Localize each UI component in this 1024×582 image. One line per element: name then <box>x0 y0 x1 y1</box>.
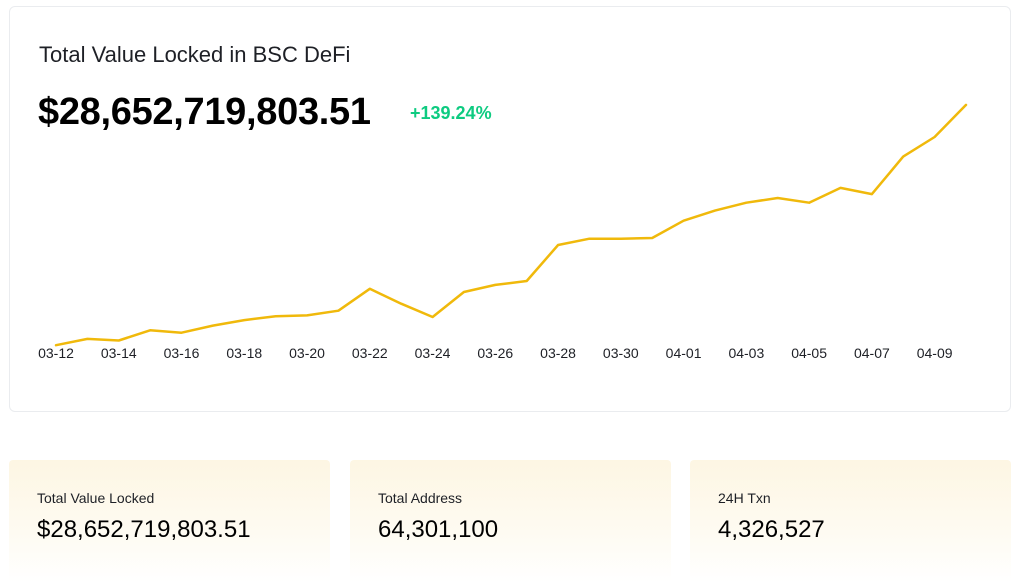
data-point-04-09[interactable] <box>929 131 941 143</box>
data-point-03-22[interactable] <box>364 283 376 295</box>
tvl-change-badge: +139.24% <box>410 103 492 123</box>
x-tick-label: 04-09 <box>917 345 953 361</box>
x-tick-label: 03-14 <box>101 345 137 361</box>
data-point-03-23[interactable] <box>395 298 407 310</box>
x-tick-label: 03-12 <box>38 345 74 361</box>
data-point-03-14[interactable] <box>113 334 125 346</box>
x-tick-label: 04-07 <box>854 345 890 361</box>
x-tick-label: 03-16 <box>164 345 200 361</box>
stat-card-tvl: Total Value Locked $28,652,719,803.51 <box>9 460 330 582</box>
data-point-03-21[interactable] <box>332 305 344 317</box>
x-tick-label: 03-22 <box>352 345 388 361</box>
stat-value-tvl: $28,652,719,803.51 <box>37 516 251 543</box>
tvl-line-chart[interactable]: 03-12 03-14 03-16 03-18 03-20 03-22 03-24 03-26… <box>10 7 1012 413</box>
data-point-03-30[interactable] <box>615 233 627 245</box>
data-point-03-12[interactable] <box>50 339 62 351</box>
x-tick-label: 03-26 <box>477 345 513 361</box>
x-tick-label: 03-30 <box>603 345 639 361</box>
x-tick-label: 03-24 <box>415 345 451 361</box>
x-tick-label: 04-05 <box>791 345 827 361</box>
data-point-03-27[interactable] <box>521 275 533 287</box>
data-point-03-15[interactable] <box>144 324 156 336</box>
data-point-03-25[interactable] <box>458 286 470 298</box>
x-tick-label: 03-20 <box>289 345 325 361</box>
stat-card-total-address: Total Address 64,301,100 <box>350 460 671 582</box>
stat-label-tvl: Total Value Locked <box>37 490 155 506</box>
data-point-04-08[interactable] <box>897 151 909 163</box>
data-point-04-10[interactable] <box>960 99 972 111</box>
stat-card-24h-txn: 24H Txn 4,326,527 <box>690 460 1011 582</box>
data-point-04-05[interactable] <box>803 197 815 209</box>
tvl-chart-card: Total Value Locked in BSC DeFi $28,652,7… <box>9 6 1011 412</box>
data-point-04-03[interactable] <box>740 197 752 209</box>
data-point-03-24[interactable] <box>427 311 439 323</box>
data-point-03-28[interactable] <box>552 239 564 251</box>
stat-label-total-address: Total Address <box>378 490 463 506</box>
data-point-03-31[interactable] <box>646 232 658 244</box>
data-point-03-18[interactable] <box>238 314 250 326</box>
stat-label-24h-txn: 24H Txn <box>718 490 771 506</box>
x-tick-label: 04-03 <box>728 345 764 361</box>
data-point-04-02[interactable] <box>709 205 721 217</box>
data-point-03-17[interactable] <box>207 320 219 332</box>
data-point-03-26[interactable] <box>489 279 501 291</box>
tvl-series-line <box>54 103 968 347</box>
data-point-04-01[interactable] <box>678 215 690 227</box>
x-tick-label: 03-28 <box>540 345 576 361</box>
stat-value-24h-txn: 4,326,527 <box>718 516 825 543</box>
data-point-03-29[interactable] <box>583 233 595 245</box>
data-point-04-07[interactable] <box>866 188 878 200</box>
data-point-03-16[interactable] <box>176 327 188 339</box>
data-point-03-13[interactable] <box>81 333 93 345</box>
tvl-total-value: $28,652,719,803.51 <box>38 91 371 133</box>
x-tick-label: 03-18 <box>226 345 262 361</box>
data-point-03-19[interactable] <box>270 310 282 322</box>
data-point-04-04[interactable] <box>772 192 784 204</box>
x-tick-label: 04-01 <box>666 345 702 361</box>
stat-value-total-address: 64,301,100 <box>378 516 499 543</box>
data-point-04-06[interactable] <box>834 182 846 194</box>
chart-title: Total Value Locked in BSC DeFi <box>39 42 351 67</box>
data-point-03-20[interactable] <box>301 309 313 321</box>
